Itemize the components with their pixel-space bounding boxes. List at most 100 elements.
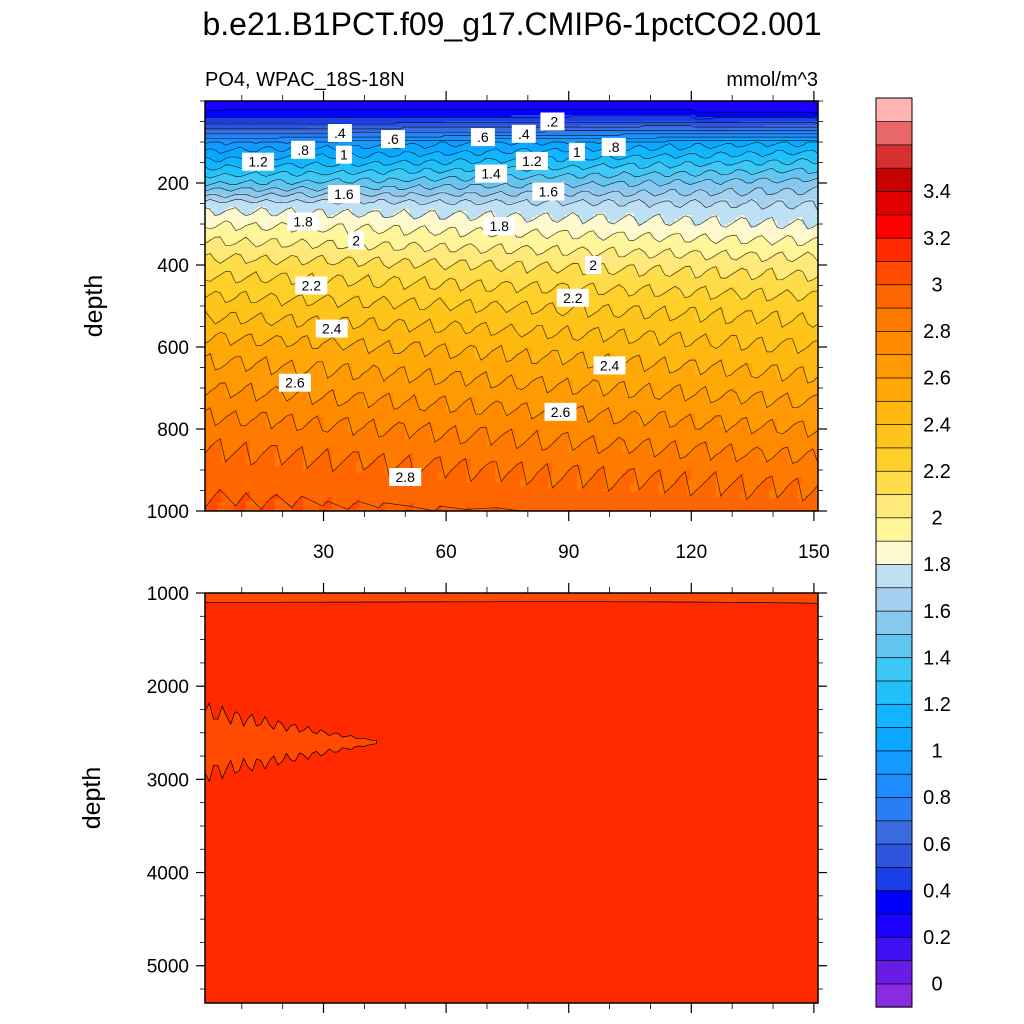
- upper-field-cell: [209, 477, 214, 480]
- upper-field-cell: [245, 271, 251, 274]
- upper-field-cell: [225, 477, 231, 480]
- upper-field-cell: [229, 275, 235, 278]
- upper-field-cell: [249, 279, 255, 282]
- upper-field-cell: [249, 367, 255, 370]
- upper-field-cell: [249, 393, 255, 396]
- upper-field-cell: [241, 293, 247, 296]
- upper-field-cell: [249, 145, 255, 148]
- upper-field-cell: [213, 371, 218, 374]
- upper-field-cell: [213, 487, 218, 490]
- upper-field-cell: [249, 261, 255, 264]
- upper-field-cell: [205, 331, 210, 334]
- upper-field-cell: [213, 337, 218, 340]
- upper-field-cell: [237, 475, 243, 478]
- upper-field-cell: [217, 499, 222, 502]
- upper-field-cell: [229, 439, 235, 442]
- upper-field-cell: [237, 379, 243, 382]
- upper-field-cell: [225, 371, 231, 374]
- upper-panel: .2.4.6.6.4.8 1 1.81.2 1.21.41.6 1.61.8 1.8222…: [80, 91, 830, 563]
- upper-field-cell: [229, 193, 235, 196]
- upper-field-cell: [221, 479, 227, 482]
- upper-field-cell: [205, 373, 210, 376]
- upper-field-cell: [225, 263, 231, 266]
- upper-field-cell: [237, 127, 243, 130]
- upper-field-cell: [229, 477, 235, 480]
- upper-field-cell: [221, 331, 227, 334]
- upper-field-cell: [217, 243, 222, 246]
- upper-field-cell: [245, 311, 251, 314]
- upper-field-cell: [249, 337, 255, 340]
- upper-field-cell: [213, 261, 218, 264]
- upper-field-cell: [237, 395, 243, 398]
- upper-field-cell: [241, 509, 247, 511]
- upper-field-cell: [205, 431, 210, 434]
- upper-field-cell: [245, 353, 251, 356]
- upper-field-cell: [241, 439, 247, 442]
- upper-field-cell: [241, 311, 247, 314]
- upper-field-cell: [237, 301, 243, 304]
- upper-field-cell: [233, 221, 239, 224]
- upper-field-cell: [245, 125, 251, 128]
- upper-field-cell: [233, 353, 239, 356]
- upper-field-cell: [209, 125, 214, 128]
- upper-field-cell: [209, 337, 214, 340]
- upper-field-cell: [209, 201, 214, 204]
- upper-field-cell: [241, 327, 247, 330]
- upper-field-cell: [229, 249, 235, 252]
- upper-field-cell: [221, 363, 227, 366]
- upper-field-cell: [249, 293, 255, 296]
- upper-field-cell: [233, 151, 239, 154]
- upper-field-cell: [213, 125, 218, 128]
- upper-field-cell: [217, 145, 222, 148]
- upper-field-cell: [229, 355, 235, 358]
- upper-field-cell: [237, 353, 243, 356]
- upper-field-cell: [205, 489, 210, 492]
- upper-field-cell: [213, 189, 218, 192]
- upper-field-cell: [229, 225, 235, 228]
- upper-field-cell: [225, 109, 231, 112]
- upper-field-cell: [225, 471, 231, 474]
- upper-field-cell: [213, 103, 218, 106]
- upper-field-cell: [209, 265, 214, 268]
- upper-field-cell: [225, 137, 231, 140]
- upper-field-cell: [237, 289, 243, 292]
- upper-field-cell: [209, 315, 214, 318]
- upper-field-cell: [229, 165, 235, 168]
- upper-field-cell: [221, 105, 227, 108]
- upper-field-cell: [245, 341, 251, 344]
- upper-field-cell: [233, 301, 239, 304]
- upper-field-cell: [205, 443, 210, 446]
- upper-field-cell: [205, 155, 210, 158]
- upper-field-cell: [237, 385, 243, 388]
- upper-field-cell: [241, 265, 247, 268]
- upper-field-cell: [233, 235, 239, 238]
- upper-field-cell: [237, 105, 243, 108]
- upper-field-cell: [245, 235, 251, 238]
- upper-field-cell: [245, 479, 251, 482]
- upper-field-cell: [249, 299, 255, 302]
- upper-field-cell: [233, 509, 239, 511]
- upper-field-cell: [233, 439, 239, 442]
- upper-field-cell: [237, 117, 243, 120]
- upper-field-cell: [241, 319, 247, 322]
- upper-field-cell: [233, 199, 239, 202]
- upper-field-cell: [205, 269, 210, 272]
- upper-field-cell: [229, 365, 235, 368]
- upper-field-cell: [237, 155, 243, 158]
- upper-field-cell: [233, 507, 239, 510]
- upper-field-cell: [241, 279, 247, 282]
- upper-field-cell: [249, 353, 255, 356]
- upper-field-cell: [241, 297, 247, 300]
- upper-field-cell: [229, 197, 235, 200]
- upper-field-cell: [217, 187, 222, 190]
- upper-field-cell: [241, 491, 247, 494]
- upper-field-cell: [205, 387, 210, 390]
- upper-field-cell: [237, 425, 243, 428]
- upper-field-cell: [249, 207, 255, 210]
- upper-field-cell: [213, 197, 218, 200]
- upper-field-cell: [217, 189, 222, 192]
- upper-field-cell: [237, 197, 243, 200]
- upper-field-cell: [233, 273, 239, 276]
- upper-field-cell: [205, 165, 210, 168]
